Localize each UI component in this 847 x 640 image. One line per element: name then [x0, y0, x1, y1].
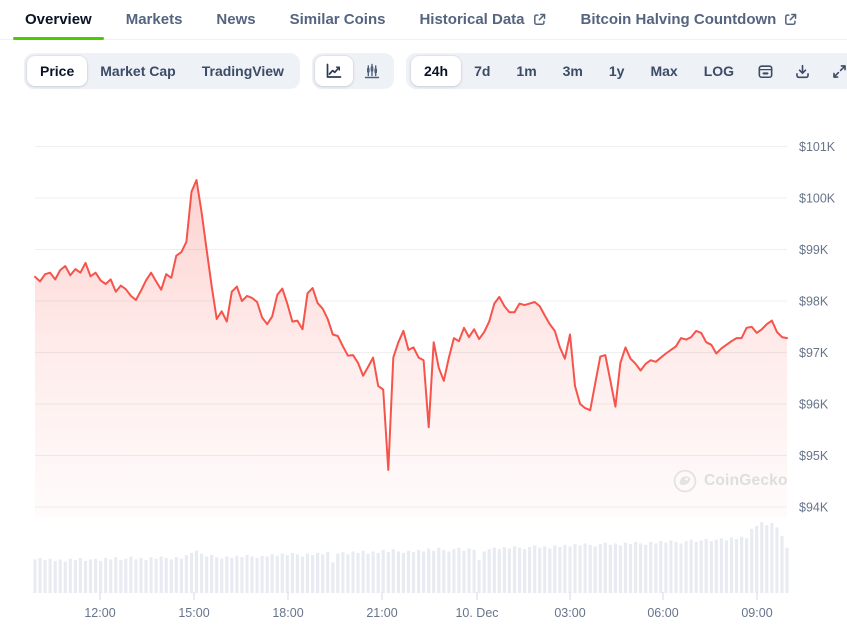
price-line-series	[34, 179, 788, 518]
tab-label: Overview	[25, 11, 92, 28]
fullscreen-button[interactable]	[821, 56, 847, 86]
time-range-switcher: 24h 7d 1m 3m 1y Max LOG	[405, 53, 847, 89]
tab-historical-data[interactable]: Historical Data	[407, 0, 558, 39]
metric-switcher: Price Market Cap TradingView	[24, 53, 300, 89]
range-1m-button[interactable]: 1m	[503, 56, 549, 86]
y-axis-labels: $101K $100K $99K $98K $97K $96K $95K $94K	[799, 140, 836, 515]
download-icon	[796, 64, 809, 78]
svg-text:10. Dec: 10. Dec	[455, 606, 498, 620]
tab-label: Bitcoin Halving Countdown	[580, 11, 777, 28]
tab-overview[interactable]: Overview	[13, 0, 104, 40]
svg-text:$100K: $100K	[799, 192, 836, 206]
svg-text:$97K: $97K	[799, 346, 829, 360]
svg-text:$99K: $99K	[799, 243, 829, 257]
tab-similar-coins[interactable]: Similar Coins	[278, 0, 398, 39]
range-7d-button[interactable]: 7d	[461, 56, 503, 86]
line-chart-button[interactable]	[314, 56, 353, 86]
svg-text:$98K: $98K	[799, 295, 829, 309]
metric-price-button[interactable]: Price	[27, 56, 88, 86]
candlestick-chart-button[interactable]	[353, 56, 391, 86]
tab-bitcoin-halving-countdown[interactable]: Bitcoin Halving Countdown	[569, 0, 811, 39]
svg-text:03:00: 03:00	[554, 606, 585, 620]
log-scale-button[interactable]: LOG	[691, 56, 747, 86]
range-24h-button[interactable]: 24h	[410, 56, 462, 86]
tab-label: News	[216, 11, 256, 28]
range-max-button[interactable]: Max	[637, 56, 690, 86]
candlestick-chart-icon	[364, 63, 380, 79]
chart-style-switcher	[311, 53, 394, 89]
volume-bars	[33, 522, 789, 594]
x-axis-labels: 12:00 15:00 18:00 21:00 10. Dec 03:00 06:00 09:…	[84, 592, 773, 620]
svg-text:15:00: 15:00	[178, 606, 209, 620]
external-link-icon	[785, 13, 797, 25]
svg-text:12:00: 12:00	[84, 606, 115, 620]
tab-label: Markets	[125, 11, 183, 28]
date-picker-button[interactable]	[747, 56, 784, 86]
svg-text:$96K: $96K	[799, 398, 829, 412]
expand-icon	[833, 64, 846, 78]
download-chart-button[interactable]	[784, 56, 821, 86]
calendar-icon	[758, 64, 773, 78]
svg-text:$101K: $101K	[799, 140, 836, 154]
svg-text:06:00: 06:00	[647, 606, 678, 620]
range-1y-button[interactable]: 1y	[596, 56, 638, 86]
tab-news[interactable]: News	[204, 0, 267, 39]
metric-market-cap-button[interactable]: Market Cap	[87, 56, 188, 86]
chart-toolbar: Price Market Cap TradingView 24h 7d 1m 3…	[24, 53, 847, 89]
svg-text:$94K: $94K	[799, 501, 829, 515]
svg-text:21:00: 21:00	[366, 606, 397, 620]
metric-tradingview-button[interactable]: TradingView	[189, 56, 297, 86]
svg-text:$95K: $95K	[799, 449, 829, 463]
line-chart-icon	[326, 63, 342, 78]
page-tabs: Overview Markets News Similar Coins Hist…	[0, 0, 847, 40]
tab-markets[interactable]: Markets	[114, 0, 195, 39]
tab-label: Similar Coins	[289, 11, 386, 28]
tab-label: Historical Data	[419, 11, 525, 28]
svg-text:09:00: 09:00	[741, 606, 772, 620]
svg-text:18:00: 18:00	[272, 606, 303, 620]
external-link-icon	[533, 13, 545, 25]
range-3m-button[interactable]: 3m	[550, 56, 596, 86]
